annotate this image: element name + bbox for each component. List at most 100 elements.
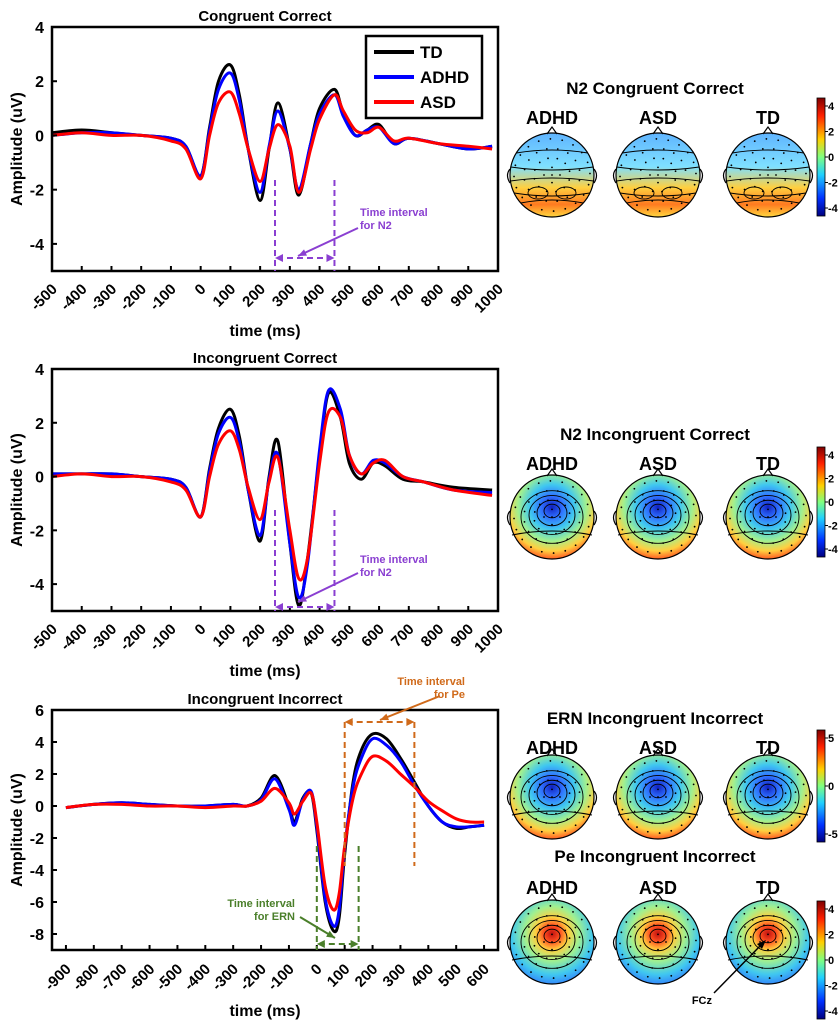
electrode-dot [670, 929, 673, 932]
electrode-dot [641, 918, 644, 921]
topomap-td [722, 467, 814, 560]
colorbar-tick-label: 2 [828, 127, 834, 139]
electrode-dot [580, 493, 583, 496]
topomap-td [722, 125, 814, 218]
electrode-dot [619, 517, 621, 520]
electrode-dot [566, 196, 569, 199]
electrode-dot [513, 797, 515, 800]
x-tick-label: 100 [210, 621, 240, 651]
electrode-dot [564, 207, 567, 210]
electrode-dot [551, 508, 553, 511]
electrode-dot [794, 169, 797, 171]
topomap-adhd [506, 125, 598, 218]
electrode-dot [533, 177, 536, 180]
electrode-dot [686, 918, 689, 921]
electrode-dot [684, 179, 687, 182]
electrode-dot [556, 915, 559, 917]
electrode-dot [578, 511, 581, 513]
electrode-dot [790, 781, 793, 784]
electrode-dot [574, 501, 577, 504]
contour-line [642, 499, 674, 527]
x-tick-label: -400 [57, 621, 90, 654]
interval-label: for ERN [254, 911, 295, 923]
electrode-dot [674, 937, 677, 940]
electrode-dot [669, 528, 672, 531]
electrode-dot [639, 791, 642, 793]
contour-line [511, 955, 593, 961]
electrode-dot [559, 516, 561, 518]
electrode-dot [538, 161, 541, 164]
erp-chart-3: Incongruent Incorrect 6 4 2 0 -2 -4 -6 -8 -900-80… [9, 676, 500, 1020]
electrode-dot [523, 179, 526, 181]
electrode-dot [753, 762, 756, 765]
head-outline [615, 899, 701, 985]
electrode-dot [646, 830, 649, 833]
electrode-dot [556, 924, 559, 927]
electrode-dot [515, 186, 518, 189]
electrode-dot [559, 174, 561, 176]
interval-arrowhead [344, 718, 353, 726]
electrode-dot [545, 914, 548, 917]
electrode-dot [633, 188, 636, 191]
electrode-dot [772, 967, 775, 970]
electrode-dot [771, 532, 773, 535]
electrode-dot [533, 936, 536, 938]
electrode-dot [779, 808, 782, 811]
electrode-dot [674, 801, 677, 803]
electrode-dot [545, 147, 548, 150]
head-outline [725, 474, 811, 560]
x-tick-label: -300 [87, 621, 120, 654]
topomap-adhd [506, 747, 598, 840]
electrode-dot [644, 783, 647, 786]
electrode-dot [667, 139, 670, 142]
electrode-dot [753, 952, 756, 955]
x-tick-label: -500 [153, 961, 186, 994]
electrode-dot [556, 499, 559, 502]
electrode-dot [662, 499, 665, 502]
electrode-dot [540, 550, 543, 553]
interval-arrowhead [316, 940, 325, 948]
electrode-dot [633, 781, 636, 783]
legend-label-adhd: ADHD [420, 68, 469, 87]
head-outline [725, 754, 811, 840]
contour-line [616, 177, 700, 182]
electrode-dot [649, 796, 651, 798]
electrode-dot [641, 773, 644, 776]
electrode-dot [530, 204, 532, 206]
right-ear [699, 168, 704, 184]
electrode-dot [672, 152, 675, 154]
electrode-dot [587, 183, 590, 186]
topomap-asd [612, 125, 704, 218]
contour-line [744, 920, 792, 961]
x-tick-label: 700 [388, 281, 418, 311]
x-tick-label: 0 [192, 621, 210, 639]
electrode-dot [761, 957, 764, 960]
electrode-dot [629, 935, 632, 938]
electrode-dot [556, 157, 559, 160]
electrode-dot [678, 486, 680, 488]
electrode-dot [561, 481, 564, 484]
electrode-dot [767, 941, 769, 943]
electrode-dot [753, 527, 756, 530]
electrode-dot [568, 946, 571, 948]
contour-line [752, 779, 784, 807]
electrode-label: FCz [692, 995, 713, 1007]
interval-label: Time interval [227, 898, 295, 910]
electrode-dot [662, 915, 665, 917]
electrode-dot [568, 801, 571, 803]
electrode-dot [649, 516, 651, 518]
electrode-dot [523, 510, 526, 513]
electrode-dot [657, 523, 659, 526]
electrode-dot [639, 519, 642, 522]
contour-line [626, 915, 690, 969]
electrode-dot [657, 508, 659, 511]
electrode-dot [790, 811, 793, 813]
electrode-dot [551, 181, 553, 184]
electrode-dot [589, 939, 591, 942]
electrode-dot [537, 482, 540, 485]
right-ear [593, 790, 598, 806]
colorbar-tick-label: 4 [828, 904, 835, 916]
y-tick-label: -8 [30, 927, 44, 944]
x-tick-label: -200 [237, 961, 270, 994]
